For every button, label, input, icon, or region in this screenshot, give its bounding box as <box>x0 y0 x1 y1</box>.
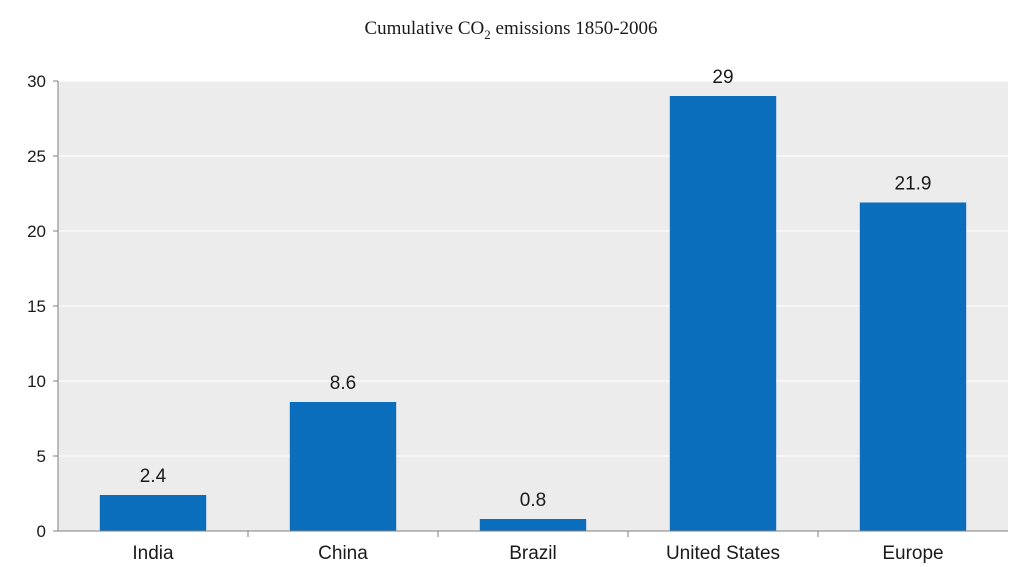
chart-title-main: Cumulative CO <box>364 18 484 39</box>
y-tick-label: 10 <box>27 372 46 391</box>
y-tick-label: 25 <box>27 147 46 166</box>
data-label: 29 <box>712 67 733 88</box>
y-tick-label: 5 <box>37 447 46 466</box>
chart-title: Cumulative CO2 emissions 1850-2006 <box>364 18 657 42</box>
bar-united-states <box>669 96 777 531</box>
bar-europe <box>859 202 967 531</box>
gridlines <box>58 80 1008 457</box>
category-label: India <box>132 543 174 564</box>
category-label: China <box>318 543 368 564</box>
bar-china <box>289 402 397 531</box>
data-label: 0.8 <box>520 490 546 511</box>
data-label: 2.4 <box>140 466 167 487</box>
category-label: Brazil <box>509 543 557 564</box>
category-labels: India China Brazil United States Europe <box>132 543 943 564</box>
bar-brazil <box>479 519 587 531</box>
y-tick-label: 30 <box>27 72 46 91</box>
y-tick-label: 20 <box>27 222 46 241</box>
y-tick-label: 0 <box>37 522 46 541</box>
chart-title-rest: emissions 1850-2006 <box>491 18 658 39</box>
axes <box>53 80 1008 537</box>
chart-title-subscript: 2 <box>484 27 491 42</box>
bars <box>99 96 967 531</box>
category-label: United States <box>666 543 780 564</box>
y-tick-labels: 0 5 10 15 20 25 30 <box>27 72 46 541</box>
category-label: Europe <box>882 543 943 564</box>
data-label: 8.6 <box>330 373 356 394</box>
y-tick-label: 15 <box>27 297 46 316</box>
data-label: 21.9 <box>895 174 932 195</box>
data-labels: 2.4 8.6 0.8 29 21.9 <box>140 67 932 511</box>
bar-india <box>99 495 207 531</box>
